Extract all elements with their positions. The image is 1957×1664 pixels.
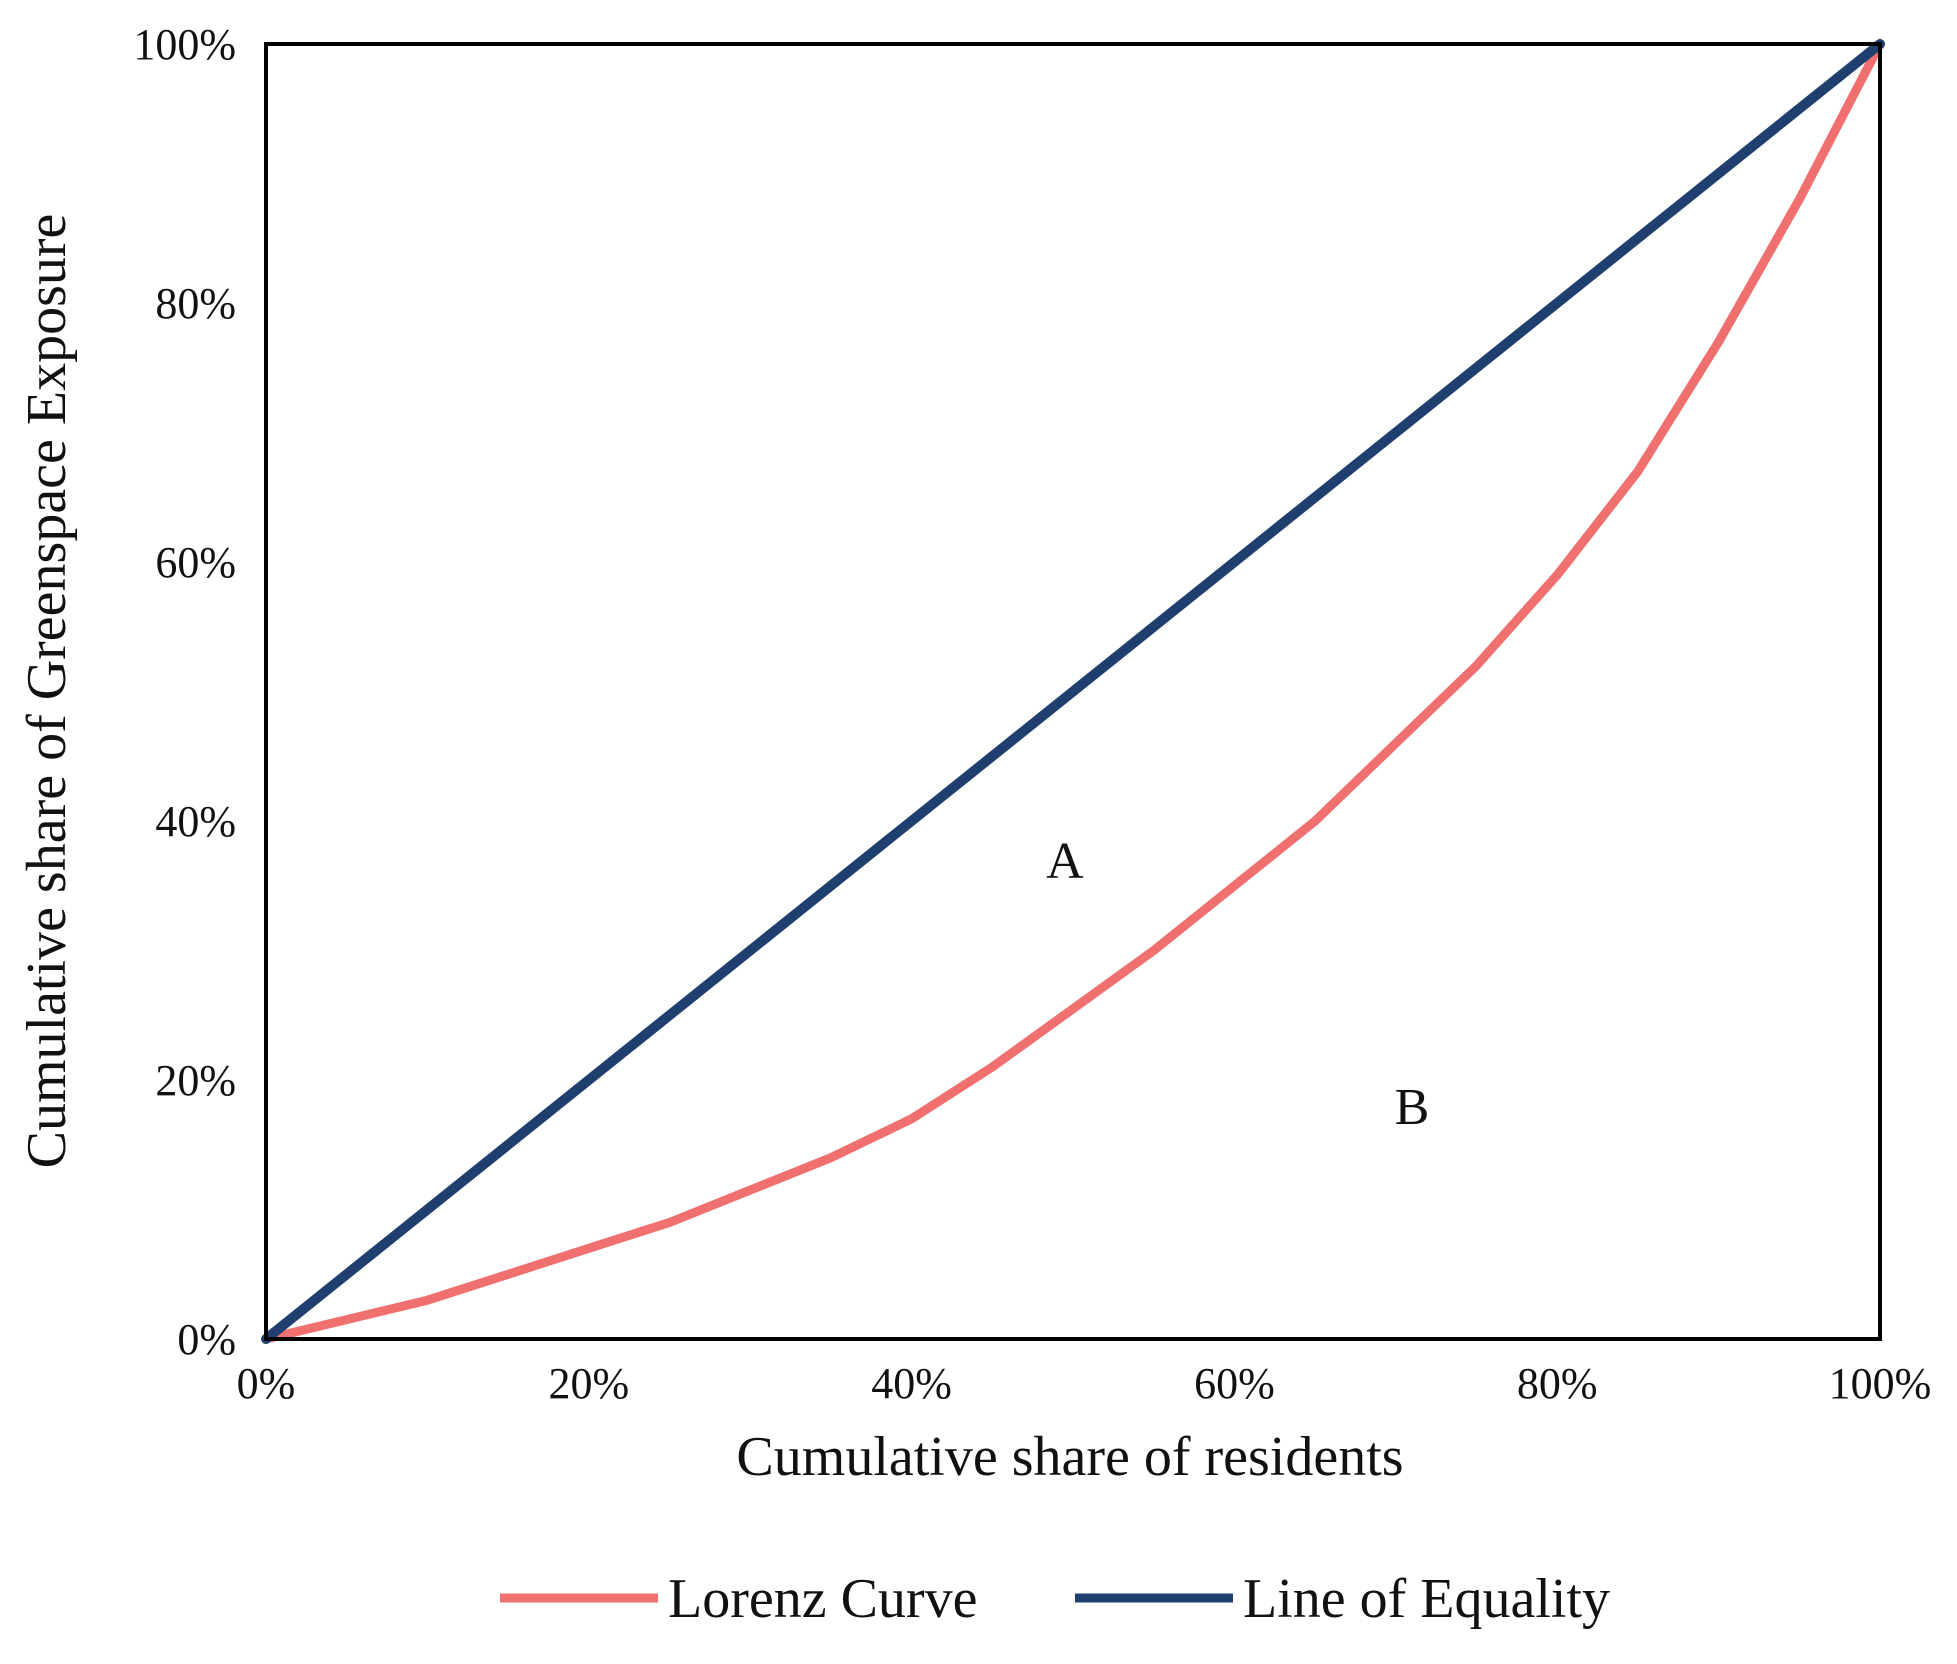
legend-label-lorenz-curve: Lorenz Curve: [668, 1568, 977, 1630]
y-tick-label: 20%: [155, 1056, 236, 1105]
x-tick-label: 20%: [548, 1359, 629, 1408]
region-label-b: B: [1395, 1079, 1430, 1136]
x-axis-title: Cumulative share of residents: [736, 1426, 1403, 1488]
y-tick-label: 80%: [155, 279, 236, 328]
legend-label-line-of-equality: Line of Equality: [1243, 1568, 1610, 1630]
x-tick-label: 0%: [237, 1359, 296, 1408]
y-tick-label: 100%: [133, 20, 236, 69]
plot-group: [261, 39, 1885, 1344]
legend: Lorenz Curve Line of Equality: [500, 1568, 1610, 1630]
x-tick-label: 40%: [871, 1359, 952, 1408]
plot-frame: [264, 42, 1882, 1341]
y-tick-label: 0%: [177, 1315, 236, 1364]
region-label-a: A: [1046, 833, 1084, 890]
x-tick-label: 60%: [1194, 1359, 1275, 1408]
x-tick-labels: 0% 20% 40% 60% 80% 100%: [237, 1359, 1932, 1408]
y-tick-label: 60%: [155, 538, 236, 587]
x-tick-label: 80%: [1517, 1359, 1598, 1408]
series-line-line-of-equality: [261, 39, 1885, 1344]
x-tick-label: 100%: [1829, 1359, 1932, 1408]
y-tick-labels: 0% 20% 40% 60% 80% 100%: [133, 20, 236, 1364]
y-tick-label: 40%: [155, 797, 236, 846]
region-annotations: AB: [1046, 833, 1429, 1136]
y-axis-title: Cumulative share of Greenspace Exposure: [16, 214, 78, 1169]
series-line-lorenz-curve: [261, 39, 1885, 1344]
